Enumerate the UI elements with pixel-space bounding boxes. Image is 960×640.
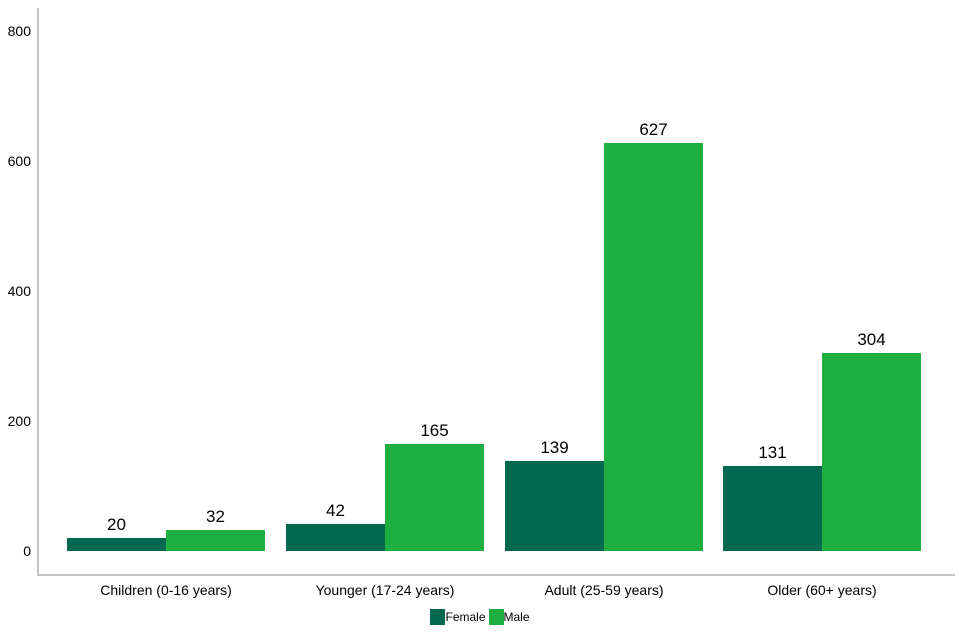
legend-label-female: Female	[445, 610, 486, 624]
value-label-male-group4: 304	[857, 330, 886, 349]
category-label-group2: Younger (17-24 years)	[315, 582, 455, 598]
value-label-female-group4: 131	[758, 443, 787, 462]
bar-male-group3	[604, 143, 703, 551]
bar-female-group2	[286, 524, 385, 551]
bar-male-group1	[166, 530, 265, 551]
bar-female-group1	[67, 538, 166, 551]
x-axis-line	[37, 574, 955, 576]
legend-swatch-female	[430, 609, 446, 625]
value-label-male-group1: 32	[206, 507, 225, 526]
value-label-female-group3: 139	[540, 438, 569, 457]
bar-female-group4	[723, 466, 822, 551]
value-label-male-group3: 627	[639, 120, 668, 139]
legend-label-male: Male	[503, 610, 530, 624]
bar-female-group3	[505, 461, 604, 551]
y-tick-label-600: 600	[7, 153, 31, 169]
y-tick-label-800: 800	[7, 23, 31, 39]
y-axis-line	[37, 8, 39, 575]
value-label-female-group1: 20	[107, 515, 126, 534]
value-label-male-group2: 165	[420, 421, 449, 440]
legend: Female Male	[0, 609, 960, 625]
legend-swatch-male	[488, 609, 504, 625]
value-label-female-group2: 42	[326, 501, 345, 520]
category-label-group4: Older (60+ years)	[767, 582, 877, 598]
bar-male-group2	[385, 444, 484, 551]
category-label-group3: Adult (25-59 years)	[544, 582, 664, 598]
y-tick-label-200: 200	[7, 413, 31, 429]
bar-male-group4	[822, 353, 921, 551]
category-label-group1: Children (0-16 years)	[100, 582, 232, 598]
y-tick-label-400: 400	[7, 283, 31, 299]
y-tick-label-0: 0	[23, 543, 31, 559]
